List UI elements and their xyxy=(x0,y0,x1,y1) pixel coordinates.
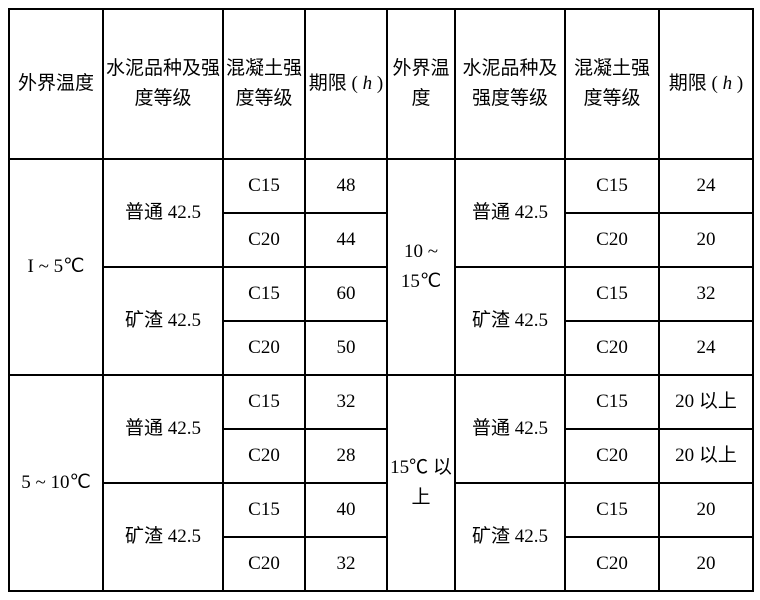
cell-cement-left: 矿渣 42.5 xyxy=(103,267,223,375)
cell-grade-right: C20 xyxy=(565,537,659,591)
cell-grade-right: C15 xyxy=(565,483,659,537)
cell-hours-left: 44 xyxy=(305,213,387,267)
cell-grade-left: C20 xyxy=(223,537,305,591)
cell-grade-left: C15 xyxy=(223,483,305,537)
cell-hours-left: 48 xyxy=(305,159,387,213)
header-grade-left: 混凝土强度等级 xyxy=(223,9,305,159)
cell-cement-left: 矿渣 42.5 xyxy=(103,483,223,591)
header-hours-right: 期限 ( h ) xyxy=(659,9,753,159)
header-cement-right: 水泥品种及强度等级 xyxy=(455,9,565,159)
cell-cement-right: 普通 42.5 xyxy=(455,159,565,267)
cell-hours-right: 20 以上 xyxy=(659,429,753,483)
cell-temp-left: 5 ~ 10℃ xyxy=(9,375,103,591)
cell-grade-left: C15 xyxy=(223,375,305,429)
cell-cement-right: 矿渣 42.5 xyxy=(455,483,565,591)
cell-hours-right: 20 xyxy=(659,213,753,267)
cell-hours-right: 20 以上 xyxy=(659,375,753,429)
cell-cement-right: 普通 42.5 xyxy=(455,375,565,483)
cell-hours-right: 32 xyxy=(659,267,753,321)
cell-hours-left: 28 xyxy=(305,429,387,483)
cell-hours-right: 20 xyxy=(659,537,753,591)
cell-hours-left: 50 xyxy=(305,321,387,375)
cell-temp-right: 15℃ 以上 xyxy=(387,375,455,591)
cell-hours-right: 20 xyxy=(659,483,753,537)
table-row: I ~ 5℃ 普通 42.5 C15 48 10 ~ 15℃ 普通 42.5 C… xyxy=(9,159,753,213)
header-temp-left: 外界温度 xyxy=(9,9,103,159)
table-header-row: 外界温度 水泥品种及强度等级 混凝土强度等级 期限 ( h ) 外界温度 水泥品… xyxy=(9,9,753,159)
cell-hours-right: 24 xyxy=(659,159,753,213)
cell-hours-left: 40 xyxy=(305,483,387,537)
table-row: 5 ~ 10℃ 普通 42.5 C15 32 15℃ 以上 普通 42.5 C1… xyxy=(9,375,753,429)
cell-hours-left: 32 xyxy=(305,375,387,429)
header-cement-left: 水泥品种及强度等级 xyxy=(103,9,223,159)
cell-grade-right: C15 xyxy=(565,375,659,429)
cell-grade-right: C15 xyxy=(565,267,659,321)
cell-grade-right: C20 xyxy=(565,213,659,267)
cell-cement-right: 矿渣 42.5 xyxy=(455,267,565,375)
cell-temp-right: 10 ~ 15℃ xyxy=(387,159,455,375)
cell-grade-left: C20 xyxy=(223,321,305,375)
cell-cement-left: 普通 42.5 xyxy=(103,375,223,483)
cell-grade-right: C15 xyxy=(565,159,659,213)
cell-hours-right: 24 xyxy=(659,321,753,375)
cell-cement-left: 普通 42.5 xyxy=(103,159,223,267)
cell-grade-left: C20 xyxy=(223,213,305,267)
header-grade-right: 混凝土强度等级 xyxy=(565,9,659,159)
cell-grade-left: C20 xyxy=(223,429,305,483)
concrete-curing-table: 外界温度 水泥品种及强度等级 混凝土强度等级 期限 ( h ) 外界温度 水泥品… xyxy=(8,8,754,592)
cell-temp-left: I ~ 5℃ xyxy=(9,159,103,375)
header-temp-right: 外界温度 xyxy=(387,9,455,159)
cell-hours-left: 32 xyxy=(305,537,387,591)
cell-hours-left: 60 xyxy=(305,267,387,321)
header-hours-left: 期限 ( h ) xyxy=(305,9,387,159)
table-row: 矿渣 42.5 C15 40 矿渣 42.5 C15 20 xyxy=(9,483,753,537)
cell-grade-right: C20 xyxy=(565,429,659,483)
table-row: 矿渣 42.5 C15 60 矿渣 42.5 C15 32 xyxy=(9,267,753,321)
cell-grade-left: C15 xyxy=(223,159,305,213)
cell-grade-left: C15 xyxy=(223,267,305,321)
cell-grade-right: C20 xyxy=(565,321,659,375)
